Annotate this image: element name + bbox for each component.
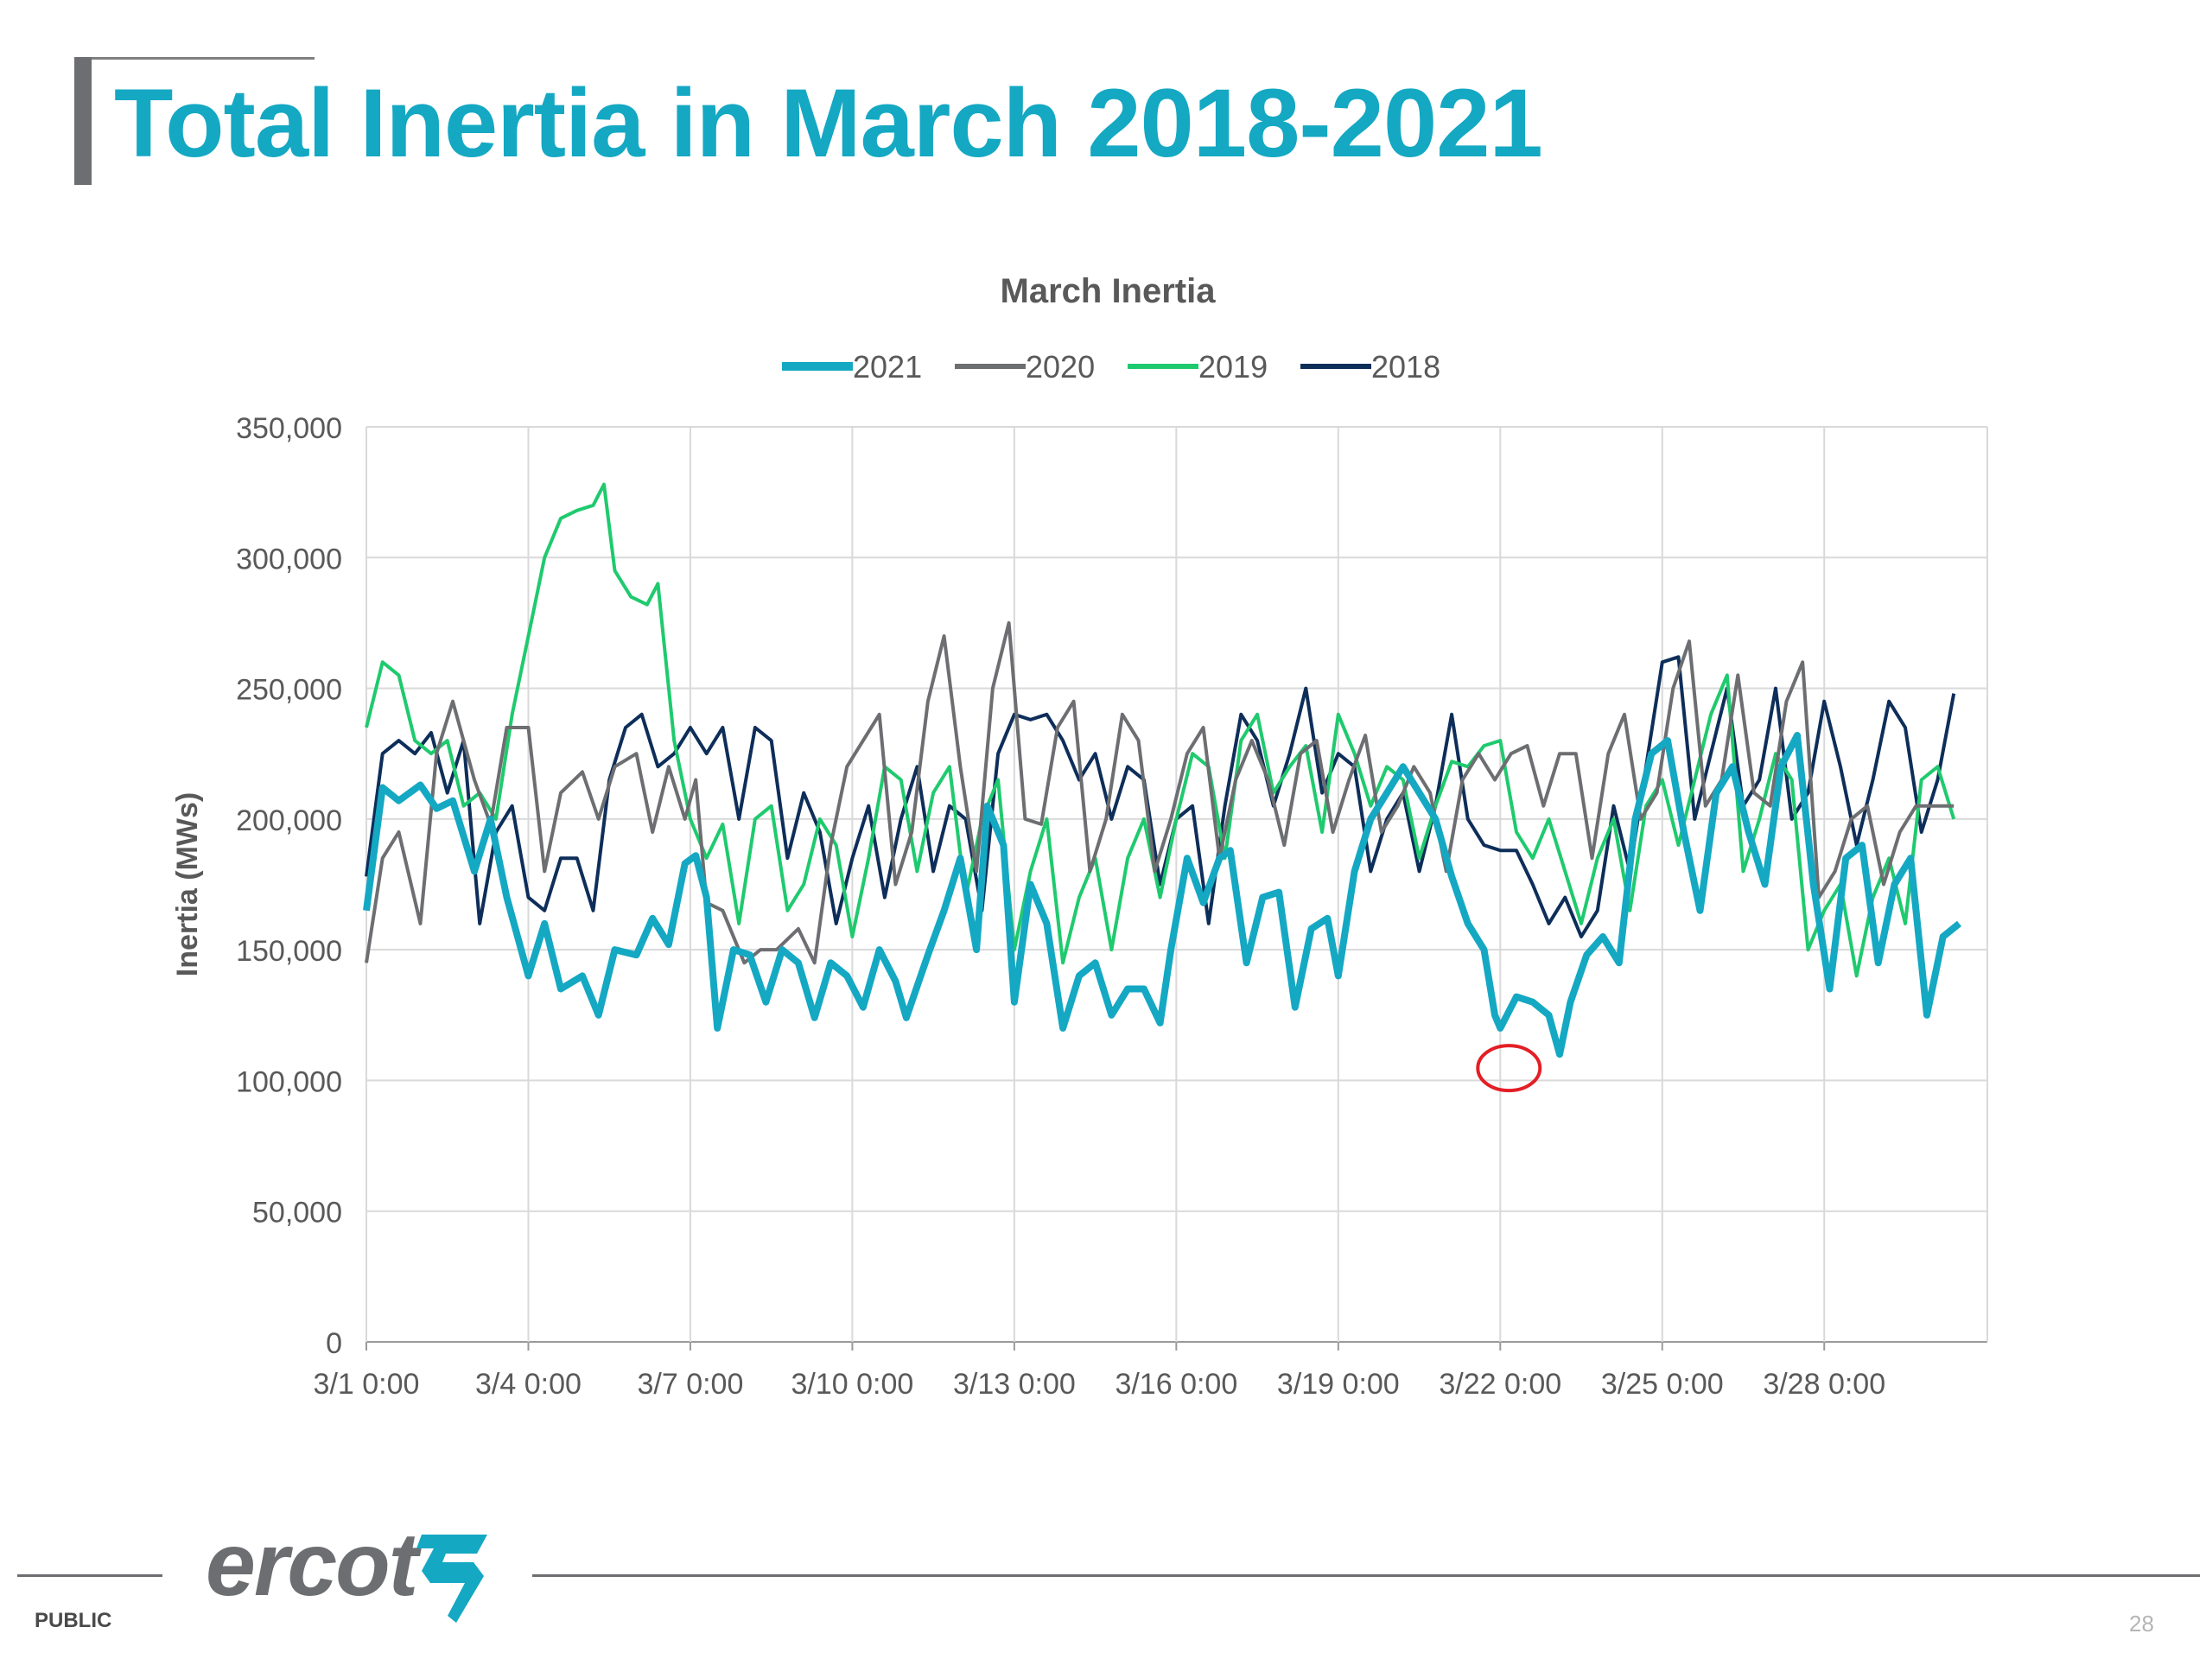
page-number: 28 [2129,1611,2154,1637]
chart-title: March Inertia [1001,272,1217,310]
x-tick-label: 3/7 0:00 [637,1368,743,1401]
slide-title: Total Inertia in March 2018-2021 [114,69,1543,177]
y-tick-label: 350,000 [236,412,342,445]
inertia-line-chart: March Inertia 0 50,000 100,000 150,000 200,00… [171,272,1988,1401]
x-tick-label: 3/1 0:00 [314,1368,420,1401]
ercot-logo-text: ercot [206,1515,418,1615]
footer-divider-left [17,1574,162,1577]
x-tick-label: 3/19 0:00 [1277,1368,1400,1401]
x-tick-label: 3/13 0:00 [953,1368,1076,1401]
series-line-2021 [363,732,1962,1058]
legend-label-2019: 2019 [1198,349,1268,385]
x-tick-label: 3/25 0:00 [1601,1368,1724,1401]
y-tick-label: 0 [326,1327,342,1360]
series-line-2020 [365,620,1955,965]
title-accent-line [74,57,315,60]
legend-label-2021: 2021 [853,349,922,385]
y-tick-label: 250,000 [236,674,342,707]
legend-label-2020: 2020 [1026,349,1095,385]
footer-divider-right [532,1574,2200,1577]
y-tick-label: 200,000 [236,804,342,837]
x-tick-label: 3/16 0:00 [1115,1368,1237,1401]
minimum-highlight-circle [1476,1044,1542,1093]
classification-label: PUBLIC [35,1609,112,1632]
y-tick-label: 150,000 [236,935,342,968]
x-tick-label: 3/10 0:00 [791,1368,914,1401]
series-line-2018 [365,655,1956,938]
x-tick-label: 3/4 0:00 [475,1368,582,1401]
y-tick-label: 100,000 [236,1065,342,1098]
y-tick-label: 300,000 [236,543,342,575]
y-tick-label: 50,000 [252,1197,342,1230]
x-tick-label: 3/28 0:00 [1763,1368,1885,1401]
ercot-logo-mark-icon [416,1535,487,1623]
legend-label-2018: 2018 [1371,349,1440,385]
x-tick-label: 3/22 0:00 [1439,1368,1561,1401]
title-accent-bar [74,57,92,185]
y-axis-label: Inertia (MWs) [171,792,204,976]
